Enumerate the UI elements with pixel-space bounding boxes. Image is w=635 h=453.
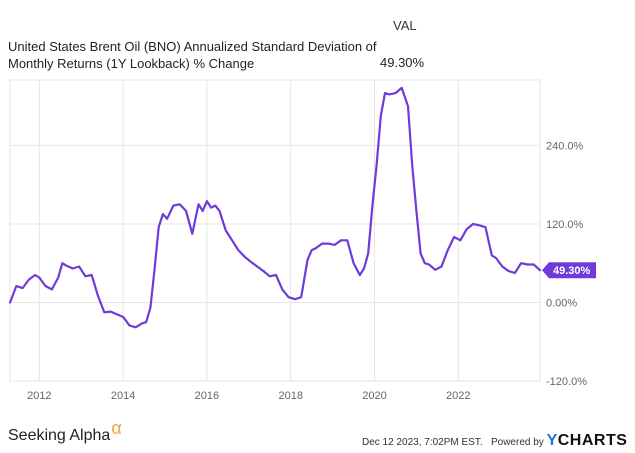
x-axis: 2012 2014 2016 2018 2020 2022 — [27, 390, 470, 402]
ycharts-text: CHARTS — [557, 432, 628, 449]
seeking-alpha-text: Seeking Alpha — [8, 427, 111, 444]
x-tick-label: 2014 — [111, 390, 135, 402]
x-tick-label: 2018 — [278, 390, 302, 402]
seeking-alpha-logo: Seeking Alphaα — [8, 418, 122, 445]
grid-layer — [9, 79, 541, 382]
y-tick-label: -120.0% — [546, 376, 587, 388]
last-value-text: 49.30% — [553, 265, 591, 277]
footer-credit: Dec 12 2023, 7:02PM EST. Powered by YCHA… — [362, 432, 627, 450]
x-tick-label: 2012 — [27, 390, 51, 402]
y-tick-label: 0.00% — [546, 297, 577, 309]
x-tick-label: 2016 — [195, 390, 219, 402]
series-value: 49.30% — [380, 55, 425, 70]
powered-by-label: Powered by — [490, 437, 544, 448]
legend-column-header: VAL — [393, 18, 417, 33]
ycharts-logo: YCHARTS — [547, 432, 628, 449]
ycharts-y-icon: Y — [546, 432, 558, 449]
x-tick-label: 2022 — [446, 390, 470, 402]
y-tick-label: 120.0% — [546, 219, 584, 231]
series-line — [8, 86, 542, 329]
timestamp: Dec 12 2023, 7:02PM EST. — [362, 437, 483, 448]
y-axis: -120.0% 0.00% 120.0% 240.0% — [546, 140, 587, 388]
y-tick-label: 240.0% — [546, 140, 584, 152]
x-tick-label: 2020 — [362, 390, 386, 402]
last-value-label: 49.30% — [542, 262, 596, 279]
last-value-tag — [542, 262, 596, 279]
series-name: United States Brent Oil (BNO) Annualized… — [8, 39, 377, 71]
plot-frame — [9, 79, 541, 382]
alpha-icon: α — [111, 418, 122, 438]
